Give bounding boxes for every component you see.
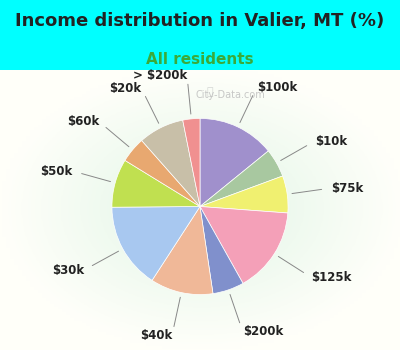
Text: $75k: $75k: [331, 182, 363, 195]
Text: $10k: $10k: [315, 135, 347, 148]
Text: $30k: $30k: [52, 264, 84, 276]
Text: $125k: $125k: [311, 271, 352, 284]
Text: All residents: All residents: [146, 52, 254, 67]
Wedge shape: [200, 206, 288, 284]
Text: > $200k: > $200k: [133, 69, 187, 82]
Wedge shape: [152, 206, 213, 295]
Text: Ⓜ: Ⓜ: [206, 88, 213, 97]
Wedge shape: [112, 206, 200, 280]
Text: $20k: $20k: [109, 82, 141, 95]
Wedge shape: [112, 160, 200, 207]
Text: Income distribution in Valier, MT (%): Income distribution in Valier, MT (%): [15, 12, 385, 30]
Wedge shape: [200, 151, 283, 206]
Text: $60k: $60k: [67, 115, 99, 128]
Text: $100k: $100k: [257, 81, 297, 94]
Wedge shape: [183, 118, 200, 206]
Wedge shape: [200, 118, 268, 206]
Text: $40k: $40k: [140, 329, 172, 342]
Text: $200k: $200k: [243, 325, 283, 338]
Wedge shape: [200, 176, 288, 213]
Text: $50k: $50k: [40, 164, 73, 177]
Text: City-Data.com: City-Data.com: [195, 90, 265, 100]
Wedge shape: [125, 140, 200, 206]
Wedge shape: [142, 120, 200, 206]
Wedge shape: [200, 206, 243, 294]
